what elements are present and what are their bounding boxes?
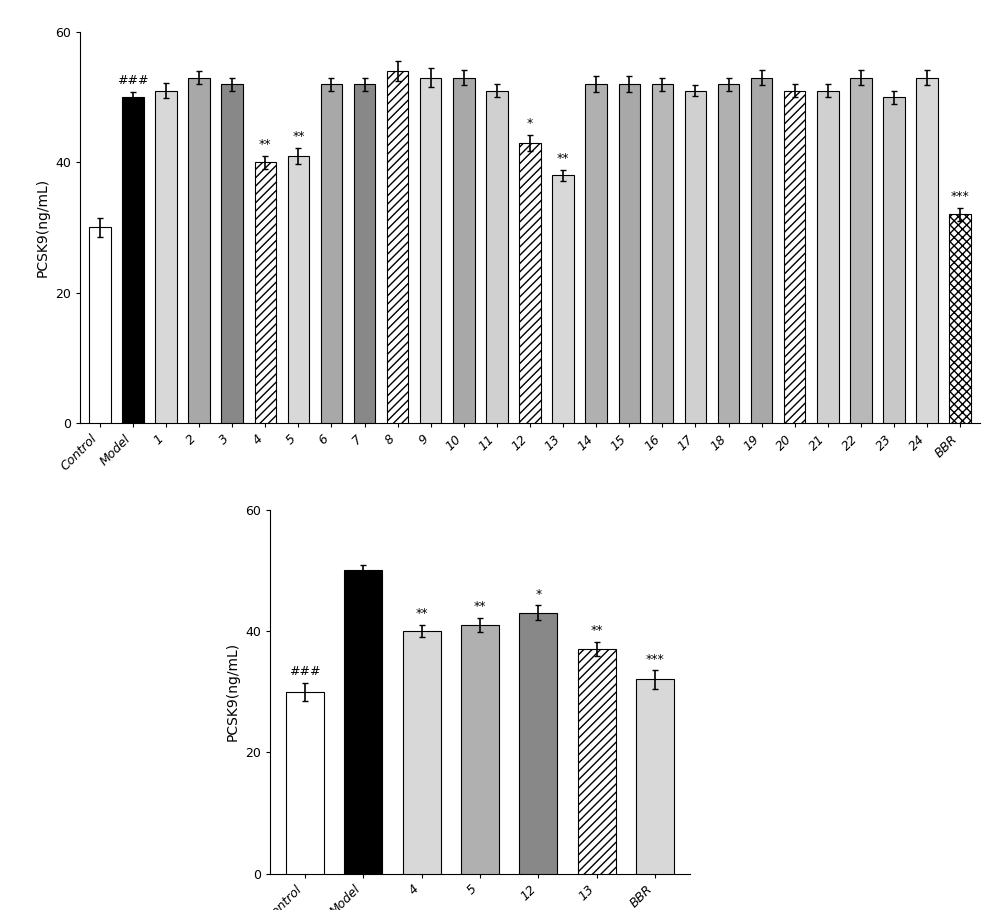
Bar xyxy=(321,84,342,423)
Bar xyxy=(420,77,441,423)
Bar xyxy=(784,90,805,423)
Bar xyxy=(461,625,499,874)
Bar xyxy=(255,162,276,423)
Text: ###: ### xyxy=(289,664,321,678)
Bar xyxy=(619,84,640,423)
Bar xyxy=(288,156,309,423)
Bar xyxy=(916,77,938,423)
Text: *: * xyxy=(527,116,533,129)
Text: **: ** xyxy=(415,607,428,620)
Bar xyxy=(652,84,673,423)
Bar xyxy=(286,692,324,874)
Bar xyxy=(585,84,607,423)
Bar xyxy=(354,84,375,423)
Bar xyxy=(188,77,210,423)
Text: ***: *** xyxy=(951,189,970,203)
Bar xyxy=(344,571,382,874)
Bar xyxy=(155,90,177,423)
Bar xyxy=(552,176,574,423)
Bar xyxy=(403,631,441,874)
Bar xyxy=(883,97,905,423)
Text: **: ** xyxy=(474,600,486,612)
Bar xyxy=(486,90,508,423)
Text: ***: *** xyxy=(646,652,664,665)
Bar xyxy=(122,97,144,423)
Bar xyxy=(221,84,243,423)
Bar xyxy=(519,612,557,874)
Bar xyxy=(949,215,971,423)
Bar xyxy=(89,228,111,423)
Bar xyxy=(636,680,674,874)
Text: **: ** xyxy=(590,624,603,637)
Y-axis label: PCSK9(ng/mL): PCSK9(ng/mL) xyxy=(36,178,50,277)
Bar xyxy=(685,90,706,423)
Text: ###: ### xyxy=(117,74,149,86)
Text: **: ** xyxy=(259,137,272,150)
Bar xyxy=(387,71,408,423)
Bar xyxy=(453,77,475,423)
Bar xyxy=(519,143,541,423)
Bar xyxy=(817,90,839,423)
Bar xyxy=(578,649,616,874)
Text: **: ** xyxy=(557,152,569,165)
Bar xyxy=(718,84,739,423)
Y-axis label: PCSK9(ng/mL): PCSK9(ng/mL) xyxy=(226,642,240,741)
Text: **: ** xyxy=(292,130,305,143)
Text: *: * xyxy=(535,588,541,601)
Bar xyxy=(850,77,872,423)
Bar xyxy=(751,77,772,423)
